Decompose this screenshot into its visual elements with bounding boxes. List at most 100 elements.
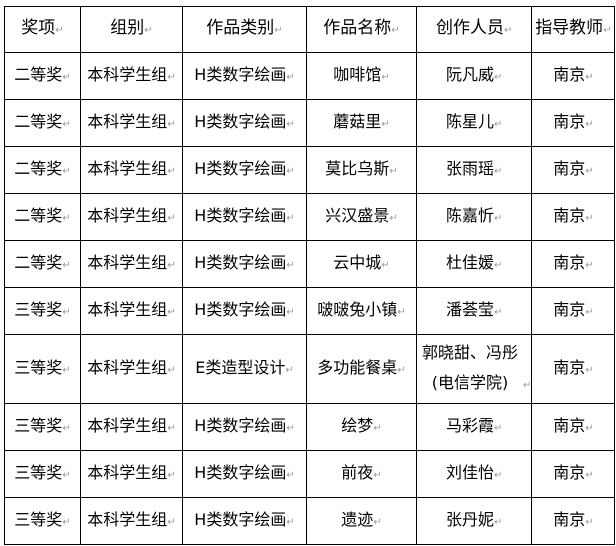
paragraph-mark-icon: ↵ bbox=[62, 259, 71, 271]
cell-text: 本科学生组 bbox=[87, 415, 168, 435]
cell-group: 本科学生组↵ bbox=[80, 146, 183, 194]
paragraph-mark-icon: ↵ bbox=[391, 25, 400, 36]
table-body: 二等奖↵ 本科学生组↵ H类数字绘画↵ 咖啡馆↵ 阮凡威↵ 南京↵ 二等奖↵ 本科学生组↵ H类… bbox=[4, 52, 616, 545]
cell-group: 本科学生组↵ bbox=[80, 497, 183, 545]
cell-text: H类数字绘画 bbox=[194, 509, 287, 529]
cell-text: 二等奖 bbox=[14, 252, 63, 272]
cell-group: 本科学生组↵ bbox=[80, 403, 183, 451]
cell-advisor: 南京↵ bbox=[531, 450, 616, 498]
paragraph-mark-icon: ↵ bbox=[585, 212, 594, 224]
cell-award: 二等奖↵ bbox=[4, 193, 81, 241]
cell-text: H类数字绘画 bbox=[194, 299, 287, 319]
paragraph-mark-icon: ↵ bbox=[585, 516, 594, 528]
header-advisor: 指导教师↵ bbox=[531, 6, 616, 53]
table-row: 二等奖↵ 本科学生组↵ H类数字绘画↵ 莫比乌斯↵ 张雨瑶↵ 南京↵ bbox=[4, 146, 616, 194]
cell-text: H类数字绘画 bbox=[194, 415, 287, 435]
paragraph-mark-icon: ↵ bbox=[285, 364, 294, 376]
cell-creators: 张雨瑶↵ bbox=[415, 146, 533, 194]
cell-text: 多功能餐桌 bbox=[317, 357, 398, 377]
table-row: 三等奖↵ 本科学生组↵ H类数字绘画↵ 遗迹↵ 张丹妮↵ 南京↵ bbox=[4, 497, 616, 545]
cell-text: 三等奖 bbox=[14, 415, 63, 435]
cell-advisor: 南京↵ bbox=[531, 146, 616, 194]
paragraph-mark-icon: ↵ bbox=[62, 422, 71, 434]
paragraph-mark-icon: ↵ bbox=[167, 212, 176, 224]
cell-award: 三等奖↵ bbox=[4, 287, 81, 335]
paragraph-mark-icon: ↵ bbox=[167, 165, 176, 177]
paragraph-mark-icon: ↵ bbox=[62, 469, 71, 481]
header-award: 奖项↵ bbox=[4, 6, 81, 53]
cell-text: 本科学生组 bbox=[87, 252, 168, 272]
paragraph-mark-icon: ↵ bbox=[144, 25, 153, 36]
cell-text: 蘑菇里 bbox=[333, 111, 382, 131]
cell-creators: 张丹妮↵ bbox=[415, 497, 533, 545]
cell-work-title: 前夜↵ bbox=[306, 450, 417, 498]
paragraph-mark-icon: ↵ bbox=[494, 212, 503, 224]
cell-text: 咖啡馆 bbox=[333, 64, 382, 84]
cell-text: 兴汉盛景 bbox=[325, 205, 390, 225]
paragraph-mark-icon: ↵ bbox=[494, 259, 503, 271]
paragraph-mark-icon: ↵ bbox=[167, 469, 176, 481]
paragraph-mark-icon: ↵ bbox=[62, 212, 71, 224]
cell-advisor: 南京↵ bbox=[531, 403, 616, 451]
cell-text: 二等奖 bbox=[14, 158, 63, 178]
paragraph-mark-icon: ↵ bbox=[286, 516, 295, 528]
cell-category: E类造型设计↵ bbox=[182, 334, 307, 404]
paragraph-mark-icon: ↵ bbox=[62, 306, 71, 318]
cell-advisor: 南京↵ bbox=[531, 99, 616, 147]
cell-award: 二等奖↵ bbox=[4, 146, 81, 194]
cell-award: 三等奖↵ bbox=[4, 334, 81, 404]
cell-creators: 郭晓甜、冯彤(电信学院) ↵ bbox=[415, 334, 533, 404]
paragraph-mark-icon: ↵ bbox=[494, 306, 503, 318]
cell-creators: 陈嘉忻↵ bbox=[415, 193, 533, 241]
cell-text: 陈星儿 bbox=[445, 111, 494, 131]
paragraph-mark-icon: ↵ bbox=[381, 118, 390, 130]
cell-work-title: 啵啵兔小镇↵ bbox=[306, 287, 417, 335]
cell-creators: 潘荟莹↵ bbox=[415, 287, 533, 335]
cell-award: 三等奖↵ bbox=[4, 497, 81, 545]
paragraph-mark-icon: ↵ bbox=[381, 259, 390, 271]
paragraph-mark-icon: ↵ bbox=[585, 364, 594, 376]
header-category: 作品类别↵ bbox=[182, 6, 307, 53]
paragraph-mark-icon: ↵ bbox=[494, 118, 503, 130]
paragraph-mark-icon: ↵ bbox=[286, 422, 295, 434]
cell-award: 二等奖↵ bbox=[4, 240, 81, 288]
header-creators: 创作人员↵ bbox=[415, 6, 533, 53]
cell-text: H类数字绘画 bbox=[194, 462, 287, 482]
paragraph-mark-icon: ↵ bbox=[585, 118, 594, 130]
paragraph-mark-icon: ↵ bbox=[167, 259, 176, 271]
cell-advisor: 南京↵ bbox=[531, 52, 616, 100]
cell-group: 本科学生组↵ bbox=[80, 99, 183, 147]
paragraph-mark-icon: ↵ bbox=[585, 422, 594, 434]
table-row: 二等奖↵ 本科学生组↵ H类数字绘画↵ 兴汉盛景↵ 陈嘉忻↵ 南京↵ bbox=[4, 193, 616, 241]
paragraph-mark-icon: ↵ bbox=[167, 118, 176, 130]
paragraph-mark-icon: ↵ bbox=[62, 118, 71, 130]
cell-text: 本科学生组 bbox=[87, 158, 168, 178]
header-label: 指导教师 bbox=[535, 18, 604, 38]
cell-creators: 马彩霞↵ bbox=[415, 403, 533, 451]
cell-work-title: 云中城↵ bbox=[306, 240, 417, 288]
paragraph-mark-icon: ↵ bbox=[381, 71, 390, 83]
cell-text: 云中城 bbox=[333, 252, 382, 272]
paragraph-mark-icon: ↵ bbox=[286, 259, 295, 271]
cell-creators: 阮凡威↵ bbox=[415, 52, 533, 100]
cell-group: 本科学生组↵ bbox=[80, 450, 183, 498]
cell-work-title: 兴汉盛景↵ bbox=[306, 193, 417, 241]
paragraph-mark-icon: ↵ bbox=[286, 469, 295, 481]
paragraph-mark-icon: ↵ bbox=[504, 25, 513, 36]
table-row: 二等奖↵ 本科学生组↵ H类数字绘画↵ 云中城↵ 杜佳媛↵ 南京↵ bbox=[4, 240, 616, 288]
cell-category: H类数字绘画↵ bbox=[182, 287, 307, 335]
paragraph-mark-icon: ↵ bbox=[55, 25, 64, 36]
cell-work-title: 咖啡馆↵ bbox=[306, 52, 417, 100]
header-group: 组别↵ bbox=[80, 6, 183, 53]
paragraph-mark-icon: ↵ bbox=[494, 71, 503, 83]
cell-text: 本科学生组 bbox=[87, 462, 168, 482]
paragraph-mark-icon: ↵ bbox=[389, 212, 398, 224]
cell-text: 杜佳媛 bbox=[445, 252, 494, 272]
cell-creators: 杜佳媛↵ bbox=[415, 240, 533, 288]
cell-work-title: 蘑菇里↵ bbox=[306, 99, 417, 147]
cell-group: 本科学生组↵ bbox=[80, 52, 183, 100]
header-row: 奖项↵ 组别↵ 作品类别↵ 作品名称↵ 创作人员↵ 指导教师↵ bbox=[4, 6, 616, 53]
paragraph-mark-icon: ↵ bbox=[62, 364, 71, 376]
cell-text: 南京 bbox=[553, 462, 586, 482]
header-label: 奖项 bbox=[21, 18, 56, 38]
